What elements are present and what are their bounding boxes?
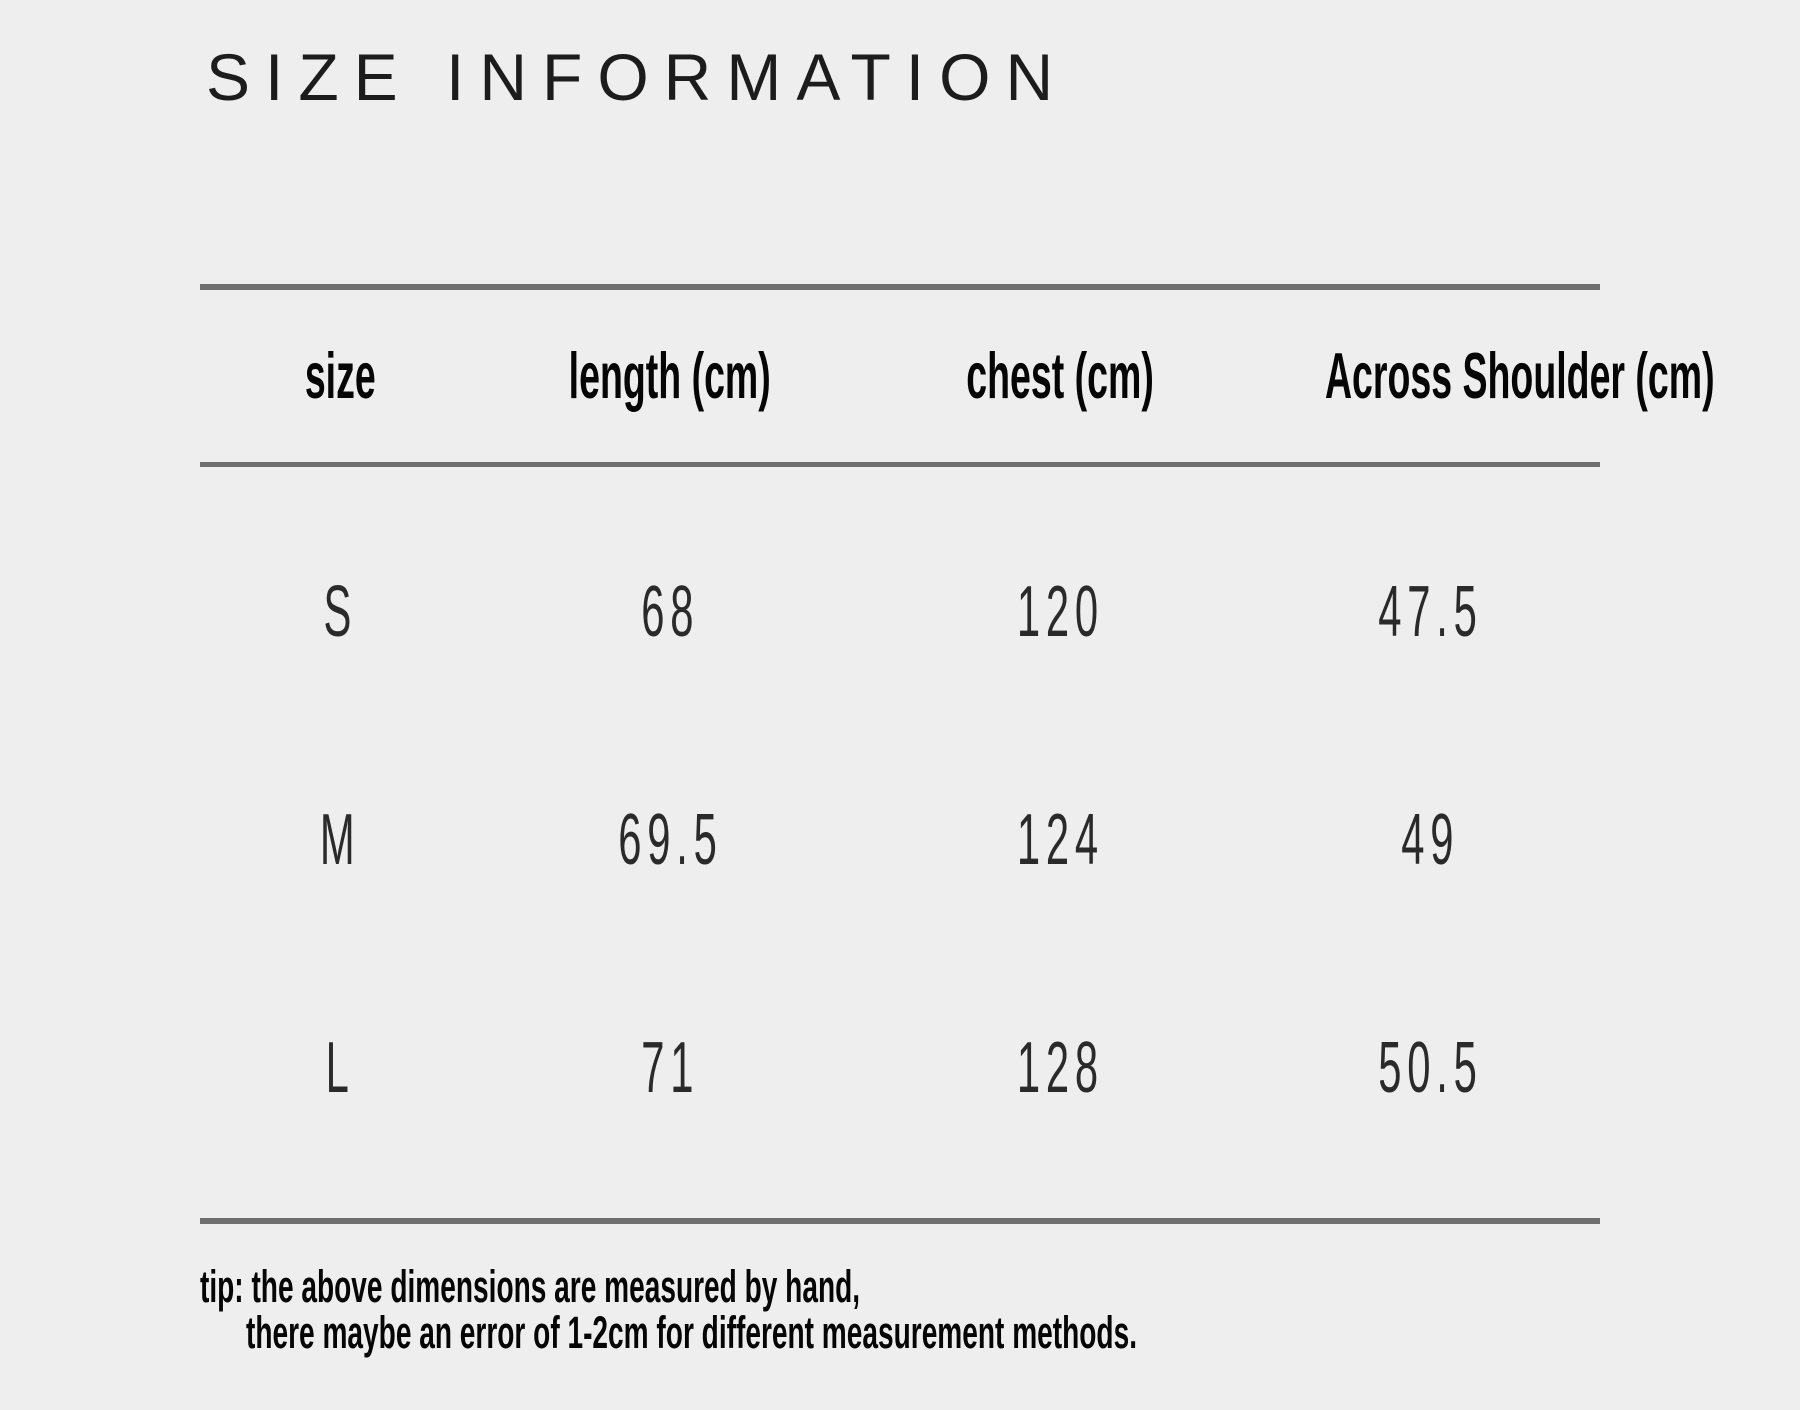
- table-header-rule: [200, 462, 1600, 467]
- cell-size: M: [200, 798, 480, 879]
- tip-line-2-text: there maybe an error of 1-2cm for differ…: [246, 1306, 1138, 1358]
- column-header-chest: chest (cm): [860, 340, 1260, 413]
- cell-shoulder-value: 49: [1401, 798, 1459, 880]
- table-header-row: size length (cm) chest (cm) Across Shoul…: [200, 290, 1715, 462]
- cell-length-value: 68: [641, 570, 699, 652]
- cell-chest: 128: [860, 1026, 1260, 1107]
- page-title: SIZE INFORMATION: [206, 40, 1069, 114]
- cell-size: S: [200, 570, 480, 651]
- cell-shoulder: 47.5: [1260, 570, 1600, 651]
- cell-length: 68: [480, 570, 860, 651]
- cell-shoulder: 49: [1260, 798, 1600, 879]
- table-body: S 68 120 47.5 M 69.5: [200, 467, 1600, 1218]
- table-bottom-rule: [200, 1218, 1600, 1224]
- column-header-length-label: length (cm): [568, 339, 772, 413]
- cell-size: L: [200, 1026, 480, 1107]
- cell-size-value: M: [319, 798, 361, 880]
- cell-chest-value: 124: [1016, 798, 1104, 880]
- cell-length: 69.5: [480, 798, 860, 879]
- tip-line-2: there maybe an error of 1-2cm for differ…: [246, 1307, 1388, 1358]
- column-header-across-shoulder-label: Across Shoulder (cm): [1324, 339, 1715, 413]
- cell-shoulder-value: 50.5: [1377, 1026, 1483, 1108]
- cell-size-value: L: [325, 1026, 355, 1108]
- column-header-chest-label: chest (cm): [966, 339, 1154, 413]
- column-header-length: length (cm): [480, 340, 860, 413]
- cell-chest: 120: [860, 570, 1260, 651]
- table-row-l: L 71 128 50.5: [200, 953, 1600, 1181]
- table-top-rule: [200, 284, 1600, 290]
- tip-note: tip: the above dimensions are measured b…: [200, 1261, 1388, 1358]
- cell-shoulder: 50.5: [1260, 1026, 1600, 1107]
- cell-length: 71: [480, 1026, 860, 1107]
- column-header-size: size: [200, 340, 480, 413]
- cell-size-value: S: [323, 570, 357, 652]
- tip-line-1-text: tip: the above dimensions are measured b…: [200, 1260, 861, 1312]
- cell-length-value: 71: [641, 1026, 699, 1108]
- column-header-across-shoulder: Across Shoulder (cm): [1260, 340, 1715, 413]
- cell-chest-value: 120: [1016, 570, 1104, 652]
- column-header-size-label: size: [304, 339, 376, 413]
- cell-chest: 124: [860, 798, 1260, 879]
- cell-chest-value: 128: [1016, 1026, 1104, 1108]
- tip-line-1: tip: the above dimensions are measured b…: [200, 1261, 1388, 1312]
- cell-shoulder-value: 47.5: [1377, 570, 1483, 652]
- table-row-m: M 69.5 124 49: [200, 725, 1600, 953]
- table-row-s: S 68 120 47.5: [200, 497, 1600, 725]
- size-table: size length (cm) chest (cm) Across Shoul…: [200, 284, 1715, 1224]
- cell-length-value: 69.5: [617, 798, 723, 880]
